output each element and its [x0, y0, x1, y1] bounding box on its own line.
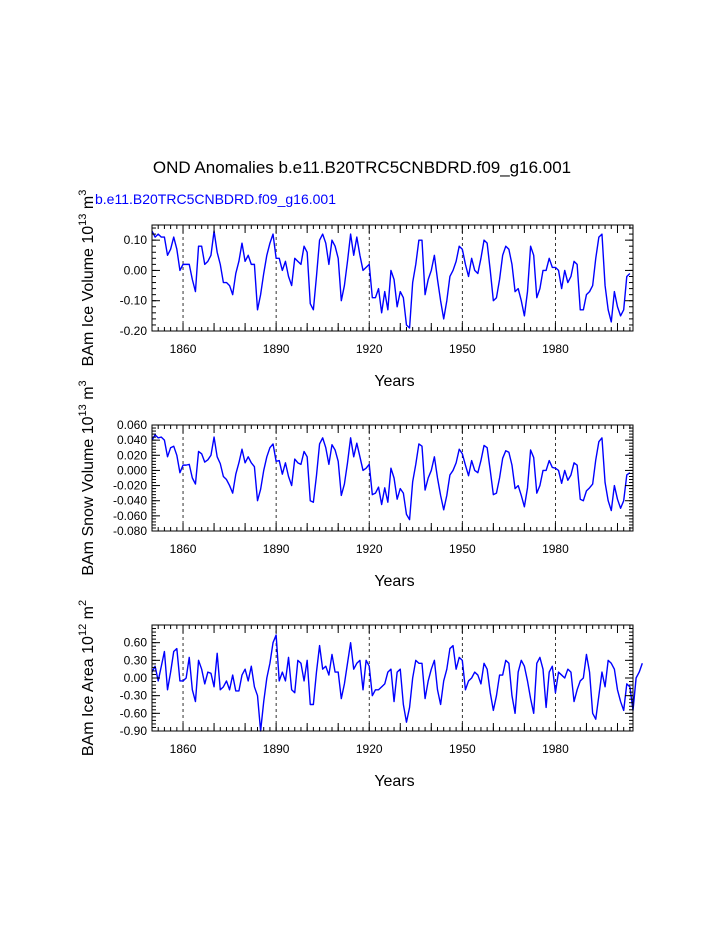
y-tick-label: 0.060 — [117, 418, 147, 432]
y-tick-label: -0.60 — [120, 706, 148, 720]
panel-snow-volume: -0.080-0.060-0.040-0.020 0.0000.0200.0400… — [77, 380, 634, 590]
y-tick-label: -0.10 — [120, 294, 148, 308]
x-tick-label: 1980 — [542, 542, 569, 556]
x-tick-label: 1890 — [263, 342, 290, 356]
x-tick-label: 1920 — [356, 742, 383, 756]
x-tick-label: 1950 — [449, 542, 476, 556]
panel-ice-area: -0.90 -0.60 -0.30 0.00 0.30 0.60 1860 1890 1920 1… — [77, 600, 643, 790]
y-axis-title: BAm Snow Volume 1013 m3 — [77, 380, 97, 575]
y-tick-label: 0.10 — [124, 233, 148, 247]
y-tick-label: 0.00 — [124, 671, 148, 685]
x-tick-label: 1890 — [263, 542, 290, 556]
x-tick-label: 1890 — [263, 742, 290, 756]
x-tick-label: 1950 — [449, 342, 476, 356]
panel-ice-volume: -0.20 -0.10 0.00 0.10 1860 1890 1920 1950 1980 Ye… — [77, 190, 634, 390]
x-tick-label: 1920 — [356, 342, 383, 356]
y-tick-label: 0.60 — [124, 636, 148, 650]
y-tick-label: -0.080 — [113, 524, 147, 538]
plot-frame — [151, 424, 634, 532]
y-tick-label: 0.000 — [117, 463, 147, 477]
y-axis-title: BAm Ice Area 1012 m2 — [77, 600, 97, 756]
series-line-volume — [151, 230, 631, 329]
y-tick-label: -0.040 — [113, 494, 147, 508]
chart-title: OND Anomalies b.e11.B20TRC5CNBDRD.f09_g1… — [153, 158, 571, 177]
y-tick-label: 0.040 — [117, 433, 147, 447]
x-tick-label: 1980 — [542, 742, 569, 756]
plot-frame — [151, 624, 634, 732]
y-tick-label: -0.90 — [120, 724, 148, 738]
x-tick-label: 1860 — [170, 742, 197, 756]
x-tick-label: 1980 — [542, 342, 569, 356]
chart-subtitle: b.e11.B20TRC5CNBDRD.f09_g16.001 — [95, 191, 336, 207]
y-tick-label: -0.30 — [120, 689, 148, 703]
x-tick-label: 1950 — [449, 742, 476, 756]
y-tick-label: 0.30 — [124, 653, 148, 667]
y-tick-label: -0.20 — [120, 324, 148, 338]
x-tick-label: 1860 — [170, 542, 197, 556]
series-line-area — [151, 634, 643, 732]
x-axis-title: Years — [374, 373, 414, 390]
plot-frame — [151, 224, 634, 332]
y-axis-title: BAm Ice Volume 1013 m3 — [77, 190, 97, 367]
y-tick-label: -0.020 — [113, 479, 147, 493]
y-tick-label: 0.020 — [117, 448, 147, 462]
x-tick-label: 1920 — [356, 542, 383, 556]
x-axis-title: Years — [374, 773, 414, 790]
x-tick-label: 1860 — [170, 342, 197, 356]
series-line-snow — [151, 434, 631, 521]
y-tick-label: -0.060 — [113, 509, 147, 523]
y-tick-label: 0.00 — [124, 263, 148, 277]
x-axis-title: Years — [374, 573, 414, 590]
